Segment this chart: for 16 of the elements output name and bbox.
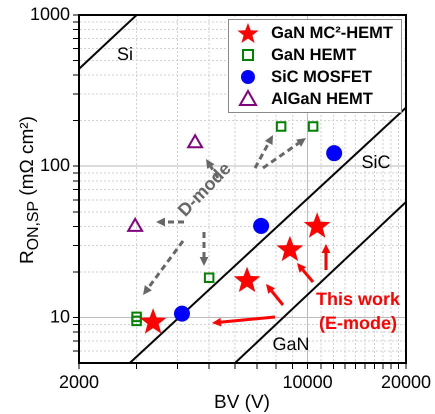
annotation: This work bbox=[316, 288, 401, 309]
x-axis-title: BV (V) bbox=[214, 392, 270, 414]
x-tick-label: 2000 bbox=[58, 372, 100, 392]
legend-label: AlGaN HEMT bbox=[271, 90, 373, 108]
y-tick-label: 100 bbox=[40, 155, 70, 176]
series-label: SiC bbox=[361, 152, 391, 172]
legend-label: SiC MOSFET bbox=[271, 68, 372, 86]
legend-label: GaN HEMT bbox=[271, 46, 356, 64]
x-tick-label: 10000 bbox=[282, 372, 333, 392]
x-tick-label: 20000 bbox=[380, 372, 432, 392]
annotation: (E-mode) bbox=[319, 312, 397, 333]
series-label: Si bbox=[116, 44, 134, 64]
legend-label: GaN MC²-HEMT bbox=[271, 24, 393, 42]
y-tick-label: 10 bbox=[50, 306, 70, 326]
y-tick-label: 1000 bbox=[30, 4, 70, 24]
series-label: GaN bbox=[272, 334, 310, 354]
